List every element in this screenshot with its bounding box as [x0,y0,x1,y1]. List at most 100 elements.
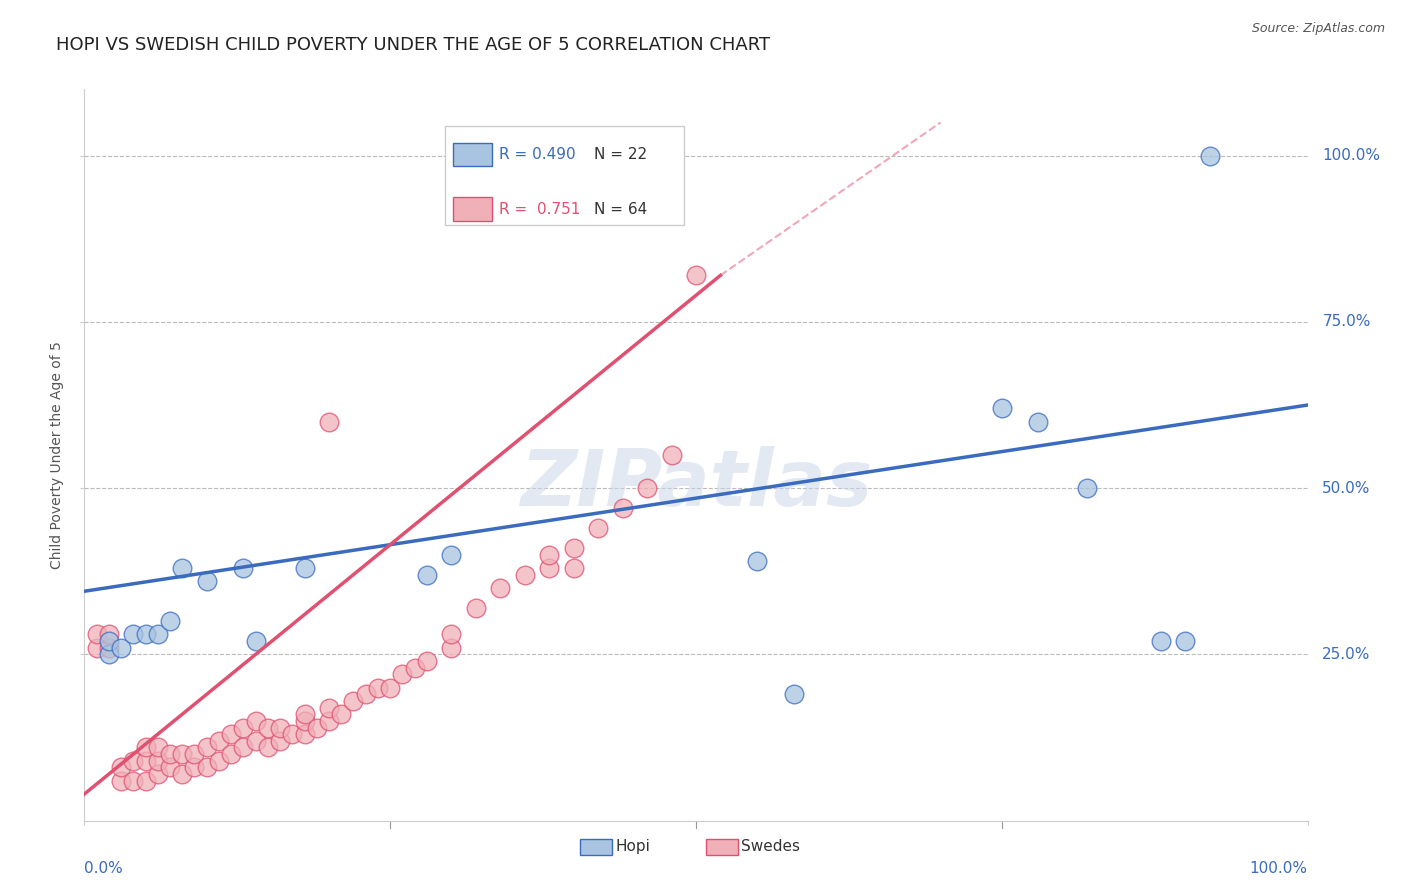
Point [146,627,169,641]
Point [1076,481,1098,495]
Point [294,727,316,741]
Text: 100.0%: 100.0% [1250,861,1308,876]
FancyBboxPatch shape [446,126,683,225]
Point [232,740,254,755]
Point [172,561,194,575]
Point [110,760,132,774]
Point [208,754,231,768]
Point [636,481,658,495]
Point [380,681,402,695]
Text: 0.0%: 0.0% [84,861,124,876]
Point [318,700,340,714]
Point [219,747,242,761]
Point [489,581,512,595]
Text: ZIPatlas: ZIPatlas [520,446,872,522]
Point [562,541,585,555]
Point [1150,634,1173,648]
Point [294,714,316,728]
Text: 100.0%: 100.0% [1322,148,1381,163]
FancyBboxPatch shape [706,838,738,855]
Text: 50.0%: 50.0% [1322,481,1371,496]
Point [685,268,707,283]
Point [146,767,169,781]
Point [440,548,463,562]
Point [1028,415,1050,429]
Point [86,627,108,641]
Point [245,634,267,648]
Point [318,415,340,429]
Point [354,687,377,701]
Point [783,687,806,701]
Point [172,747,194,761]
Text: HOPI VS SWEDISH CHILD POVERTY UNDER THE AGE OF 5 CORRELATION CHART: HOPI VS SWEDISH CHILD POVERTY UNDER THE … [56,36,770,54]
FancyBboxPatch shape [579,838,612,855]
Point [513,567,536,582]
Point [183,747,205,761]
Point [97,634,120,648]
Point [97,640,120,655]
Point [86,640,108,655]
Point [294,561,316,575]
Point [146,754,169,768]
Y-axis label: Child Poverty Under the Age of 5: Child Poverty Under the Age of 5 [51,341,65,569]
Point [257,721,280,735]
FancyBboxPatch shape [453,143,492,166]
Point [195,760,218,774]
Point [135,754,157,768]
FancyBboxPatch shape [453,197,492,221]
Point [661,448,683,462]
Point [122,754,145,768]
Point [159,760,181,774]
Point [342,694,364,708]
Text: N = 22: N = 22 [595,147,648,161]
Point [440,640,463,655]
Point [367,681,389,695]
Point [195,574,218,589]
Text: N = 64: N = 64 [595,202,648,217]
Point [416,567,439,582]
Point [747,554,769,568]
Point [97,627,120,641]
Point [257,740,280,755]
Point [1174,634,1197,648]
Point [232,561,254,575]
Point [183,760,205,774]
Point [281,727,304,741]
Text: R =  0.751: R = 0.751 [499,202,581,217]
Point [245,734,267,748]
Point [195,740,218,755]
Point [562,561,585,575]
Point [110,640,132,655]
Point [612,501,634,516]
Point [122,773,145,788]
Point [269,721,291,735]
Point [159,747,181,761]
Text: Source: ZipAtlas.com: Source: ZipAtlas.com [1251,22,1385,36]
Point [538,561,561,575]
Point [416,654,439,668]
Point [135,773,157,788]
Point [294,707,316,722]
Point [391,667,413,681]
Point [232,721,254,735]
Text: R = 0.490: R = 0.490 [499,147,575,161]
Point [208,734,231,748]
Text: 25.0%: 25.0% [1322,647,1371,662]
Point [172,767,194,781]
Point [440,627,463,641]
Point [135,740,157,755]
Point [538,548,561,562]
Point [269,734,291,748]
Text: 75.0%: 75.0% [1322,315,1371,329]
Point [464,600,486,615]
Text: Hopi: Hopi [616,839,650,855]
Point [330,707,353,722]
Point [97,648,120,662]
Point [245,714,267,728]
Point [991,401,1014,416]
Point [146,740,169,755]
Point [586,521,609,535]
Point [404,661,426,675]
Point [110,773,132,788]
Point [122,627,145,641]
